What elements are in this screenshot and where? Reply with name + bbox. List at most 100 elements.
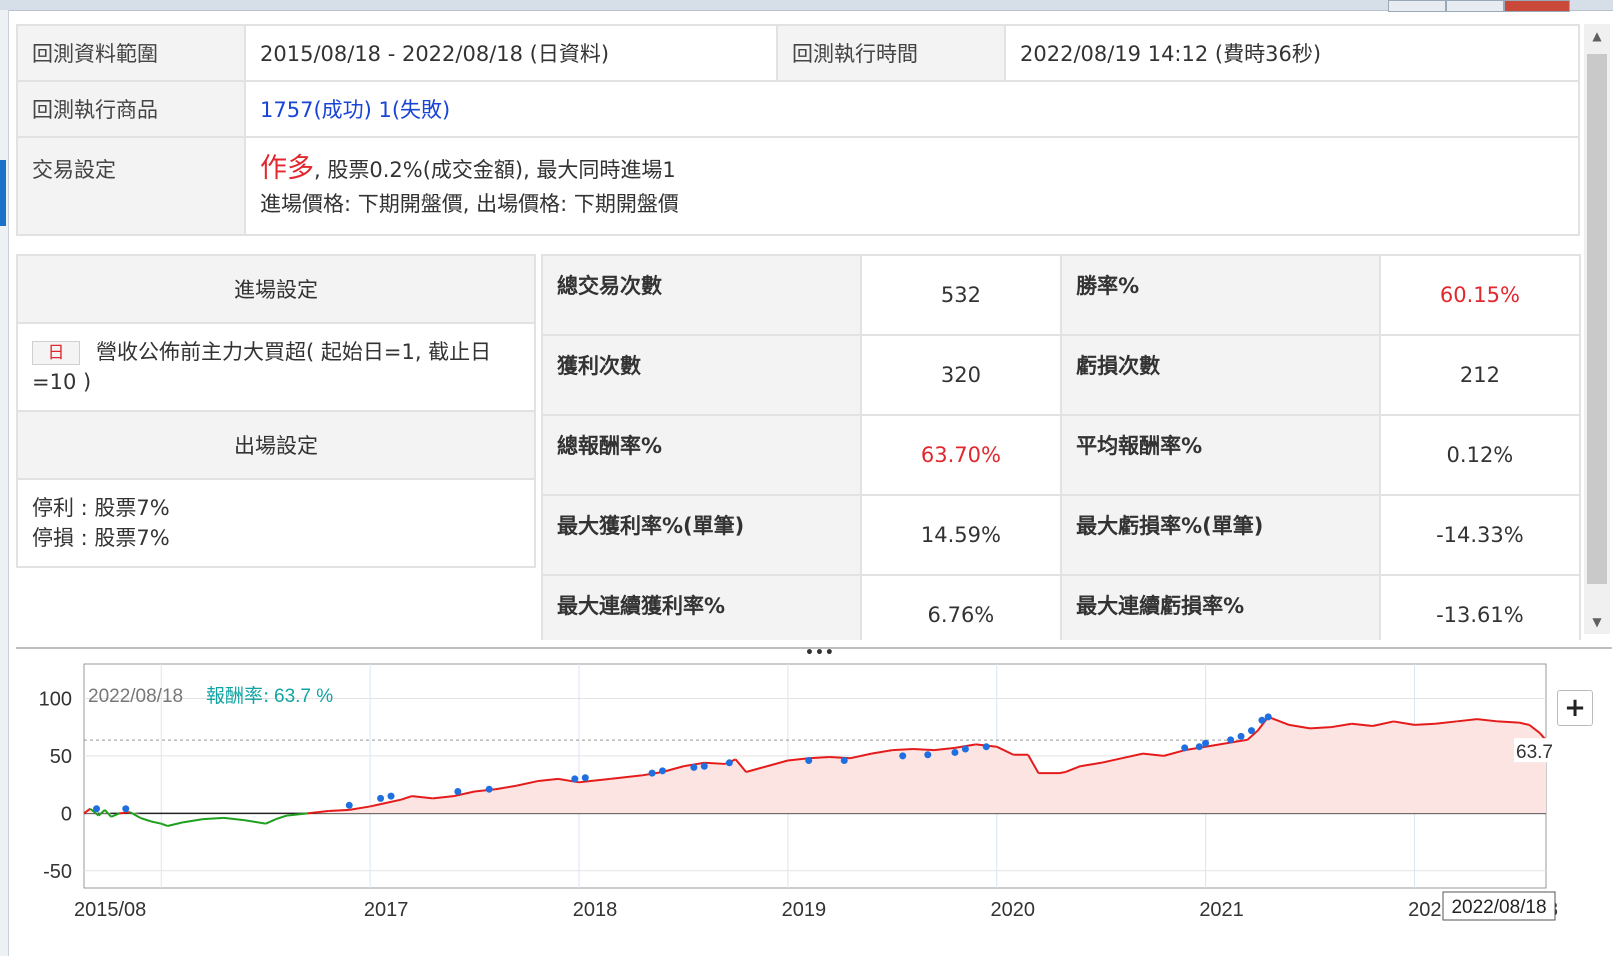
trade-marker	[648, 769, 656, 777]
trade-marker	[1195, 743, 1203, 751]
trade-marker	[454, 788, 462, 796]
time-label: 回測執行時間	[776, 24, 1006, 82]
return-line-segment	[307, 810, 329, 815]
return-line-segment	[850, 752, 872, 760]
trade-marker	[690, 763, 698, 771]
trade-marker	[122, 805, 130, 813]
return-line-segment	[734, 758, 747, 773]
return-line-segment	[140, 816, 152, 823]
return-line-segment	[119, 811, 131, 815]
stats-value-left: 63.70%	[859, 414, 1063, 496]
return-line-segment	[349, 805, 371, 811]
trade-marker	[961, 745, 969, 753]
stats-label-right: 最大虧損率%(單筆)	[1060, 494, 1381, 576]
close-button[interactable]	[1504, 0, 1570, 12]
time-value: 2022/08/19 14:12 (費時36秒)	[1004, 24, 1580, 82]
minimize-button[interactable]	[1388, 0, 1446, 12]
return-line-segment	[97, 809, 106, 817]
entry-condition: 營收公佈前主力大買超( 起始日=1, 截止日=10 )	[32, 340, 492, 394]
trade-marker	[725, 759, 733, 767]
x-tick-label: 2019	[782, 899, 827, 921]
stats-label-right: 勝率%	[1060, 254, 1381, 336]
return-line-segment	[892, 748, 914, 752]
trade-marker	[571, 775, 579, 783]
trade-marker	[581, 774, 589, 782]
cursor-date-label: 2022/08/18	[1451, 897, 1546, 918]
return-line-segment	[589, 777, 611, 783]
return-line-segment	[1059, 770, 1066, 775]
return-line-segment	[1100, 757, 1123, 764]
return-line-segment	[202, 816, 224, 821]
scroll-down-icon[interactable]: ▼	[1592, 615, 1602, 629]
trade-marker	[899, 752, 907, 760]
return-line-segment	[1267, 715, 1290, 726]
splitter-grip-icon[interactable]: •••	[805, 645, 835, 661]
return-line-segment	[610, 774, 642, 780]
summary-table: 回測資料範圍 2015/08/18 - 2022/08/18 (日資料) 回測執…	[16, 24, 1580, 236]
stats-label-right: 最大連續虧損率%	[1060, 574, 1381, 640]
scroll-thumb[interactable]	[1587, 54, 1607, 584]
return-line-segment	[104, 809, 112, 818]
return-line-segment	[244, 819, 266, 825]
y-tick-label: 50	[50, 746, 72, 768]
return-line-segment	[129, 811, 141, 819]
return-line-segment	[89, 807, 100, 817]
trade-marker	[345, 801, 353, 809]
cursor-date-box	[1442, 891, 1556, 921]
entry-settings-header: 進場設定	[16, 254, 536, 324]
chart-legend-value: 63.7 %	[274, 686, 333, 707]
trade-marker	[387, 792, 395, 800]
return-line-segment	[1309, 726, 1331, 730]
return-line-segment	[1351, 722, 1373, 728]
trade-marker	[1227, 736, 1235, 744]
chart-legend-date: 2022/08/18	[88, 686, 183, 707]
return-line-segment	[704, 761, 726, 765]
return-line-segment	[275, 814, 287, 821]
return-line-segment	[1476, 718, 1499, 723]
chart-zoom-plus-button[interactable]: +	[1557, 690, 1593, 726]
panel-splitter[interactable]	[16, 647, 1612, 649]
stats-row: 最大獲利率%(單筆) 14.59% 最大虧損率%(單筆) -14.33%	[541, 494, 1582, 576]
return-line-segment	[1163, 749, 1185, 757]
return-line-segment	[1528, 724, 1541, 734]
return-line-segment	[110, 812, 120, 818]
stats-value-left: 532	[859, 254, 1063, 336]
vertical-scrollbar[interactable]: ▲ ▼	[1584, 24, 1610, 634]
return-area-fill	[84, 716, 1546, 814]
stats-label-right: 虧損次數	[1060, 334, 1381, 416]
return-line-segment	[1393, 720, 1415, 726]
trade-direction: 作多	[260, 152, 314, 184]
return-chart: 100 50 0 -50 2015/08 2017 2018 2019 2020 2021 202…	[39, 663, 1558, 921]
trade-marker	[659, 767, 667, 775]
stats-label-left: 總交易次數	[541, 254, 862, 336]
return-line-segment	[453, 790, 475, 798]
return-line-segment	[1372, 720, 1394, 728]
return-line-segment	[286, 812, 308, 817]
x-tick-label: 2021	[1199, 899, 1244, 921]
stats-label-left: 獲利次數	[541, 334, 862, 416]
products-value[interactable]: 1757(成功) 1(失敗)	[244, 80, 1580, 138]
return-line-segment	[829, 756, 851, 760]
return-line-segment	[933, 746, 956, 752]
stats-value-left: 320	[859, 334, 1063, 416]
exit-settings-header: 出場設定	[16, 410, 536, 480]
maximize-button[interactable]	[1446, 0, 1504, 12]
return-line-segment	[411, 795, 433, 800]
x-tick-label: 2017	[364, 899, 409, 921]
return-line-segment	[1080, 761, 1102, 768]
return-line-segment	[1027, 754, 1040, 774]
trade-marker	[1237, 732, 1245, 740]
return-line-segment	[1205, 742, 1227, 748]
stats-value-left: 14.59%	[859, 494, 1063, 576]
left-active-marker	[0, 160, 6, 226]
return-line-segment	[1497, 720, 1519, 724]
return-line-segment	[223, 816, 245, 822]
range-value: 2015/08/18 - 2022/08/18 (日資料)	[244, 24, 778, 82]
stats-row: 總交易次數 532 勝率% 60.15%	[541, 254, 1582, 336]
scroll-up-icon[interactable]: ▲	[1592, 29, 1602, 43]
return-line-segment	[1121, 752, 1144, 760]
return-line-segment	[787, 757, 809, 762]
stats-label-left: 最大獲利率%(單筆)	[541, 494, 862, 576]
return-line-segment	[1142, 752, 1164, 757]
stats-value-right: -13.61%	[1378, 574, 1582, 640]
